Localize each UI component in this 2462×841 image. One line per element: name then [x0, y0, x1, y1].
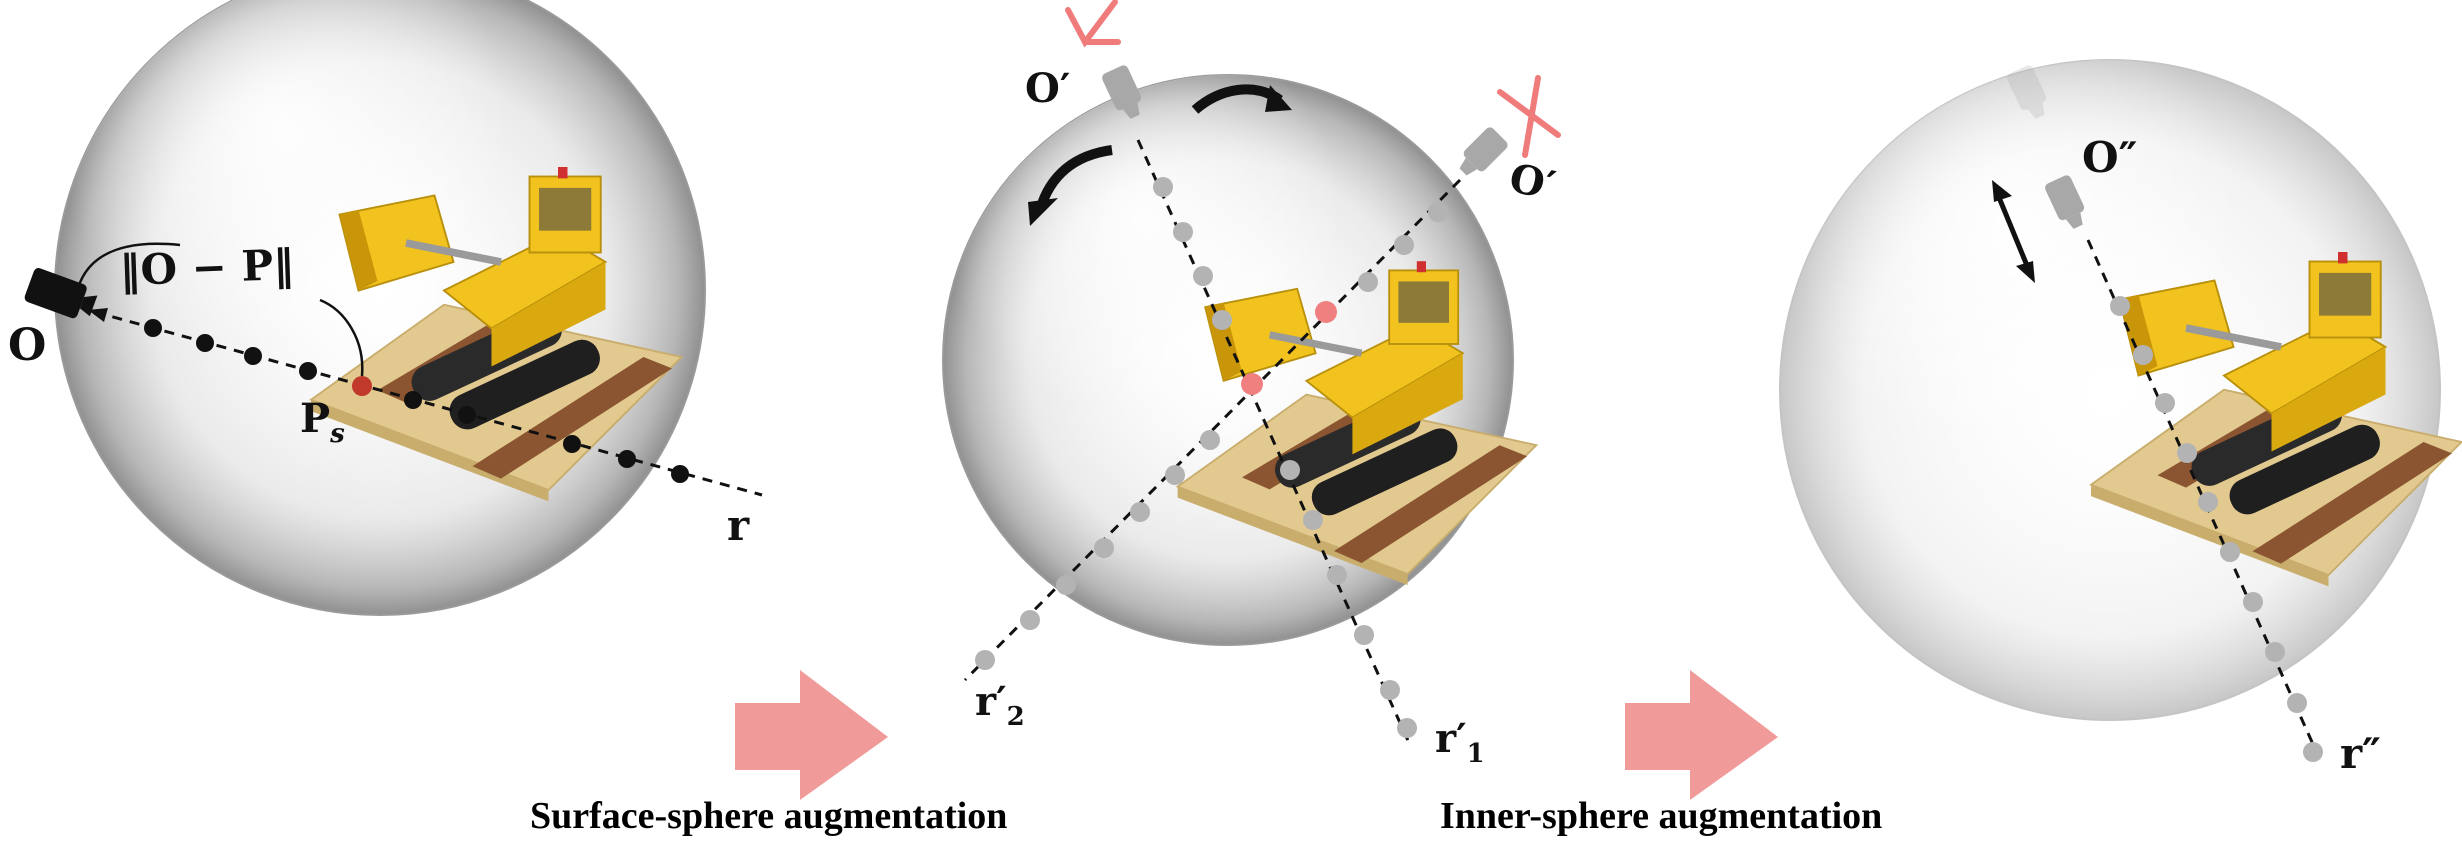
sample-point — [1212, 310, 1232, 330]
sample-point — [1130, 502, 1150, 522]
ray-r-double-prime-label: r″ — [2340, 729, 2381, 778]
sample-point — [1153, 177, 1173, 197]
surface-point-label: Ps — [300, 395, 345, 449]
ray-r-label: r — [727, 501, 750, 550]
caption-inner: Inner-sphere augmentation — [1440, 795, 1882, 837]
sample-point — [196, 334, 214, 352]
sample-point — [144, 319, 162, 337]
sample-point — [671, 465, 689, 483]
camera-invalid-label: O′ — [1505, 154, 1559, 209]
distance-label: ‖O − P‖ — [119, 240, 295, 295]
sample-point — [404, 391, 422, 409]
ray-r-double-prime — [2086, 239, 2322, 761]
sample-point — [2220, 542, 2240, 562]
sample-point — [1380, 680, 1400, 700]
ray-arrowhead — [88, 308, 108, 322]
sample-point — [299, 362, 317, 380]
camera-inner-label: O″ — [2082, 133, 2137, 182]
sample-point — [1358, 272, 1378, 292]
cross-mark-icon — [1497, 75, 1561, 158]
sample-point — [2303, 742, 2323, 762]
sample-point — [1193, 266, 1213, 286]
sample-point — [2198, 492, 2218, 512]
panel-middle: O′ O′ r′1 r′2 — [942, 0, 1561, 769]
sample-point — [1200, 430, 1220, 450]
augment-arrow-2 — [1625, 670, 1778, 800]
sample-point — [244, 347, 262, 365]
translate-arrow-icon — [1995, 194, 2031, 269]
sample-point — [1394, 235, 1414, 255]
rotate-arrow-right-head — [1265, 85, 1292, 112]
camera-invalid-icon — [1453, 125, 1510, 182]
sample-point — [1020, 610, 1040, 630]
sample-point — [2243, 592, 2263, 612]
distance-arc — [319, 298, 364, 377]
camera-o-label: O — [8, 320, 46, 371]
rotate-arrow-left-head — [1028, 198, 1058, 226]
caption-surface: Surface-sphere augmentation — [530, 795, 1007, 837]
surface-point — [1315, 301, 1337, 323]
sample-point — [1327, 565, 1347, 585]
augment-arrow-1 — [735, 670, 888, 800]
ray-r1-label: r′1 — [1435, 715, 1485, 769]
ray-r2-label: r′2 — [975, 678, 1025, 732]
sample-point — [618, 450, 636, 468]
intersection-point — [1241, 373, 1263, 395]
samples-left — [144, 319, 689, 483]
rotate-arrow-left-icon — [1035, 145, 1113, 212]
sample-point — [458, 406, 476, 424]
sample-point — [1165, 465, 1185, 485]
sample-point — [1303, 510, 1323, 530]
distance-arc — [76, 242, 181, 289]
sample-point — [2110, 296, 2130, 316]
sample-point — [1094, 538, 1114, 558]
sample-point — [2133, 345, 2153, 365]
sample-point — [2177, 443, 2197, 463]
panel-left: ‖O − P‖ O Ps r — [8, 0, 763, 616]
panel-right: O″ r″ — [1779, 59, 2462, 778]
camera-valid-label: O′ — [1025, 65, 1070, 112]
sample-point — [1173, 222, 1193, 242]
samples-middle — [975, 177, 1448, 738]
sample-point — [563, 435, 581, 453]
sample-point — [1428, 202, 1448, 222]
sample-point — [2155, 393, 2175, 413]
camera-o-icon — [24, 268, 98, 319]
sample-point — [2265, 642, 2285, 662]
surface-point-ps — [352, 376, 372, 396]
sample-point — [1397, 718, 1417, 738]
sample-point — [1056, 575, 1076, 595]
ray-r2 — [963, 178, 1462, 682]
check-mark-icon — [1065, 0, 1121, 48]
sample-point — [975, 650, 995, 670]
sample-point — [1280, 460, 1300, 480]
sample-point — [2287, 693, 2307, 713]
sample-point — [1354, 625, 1374, 645]
samples-right — [2110, 296, 2323, 762]
